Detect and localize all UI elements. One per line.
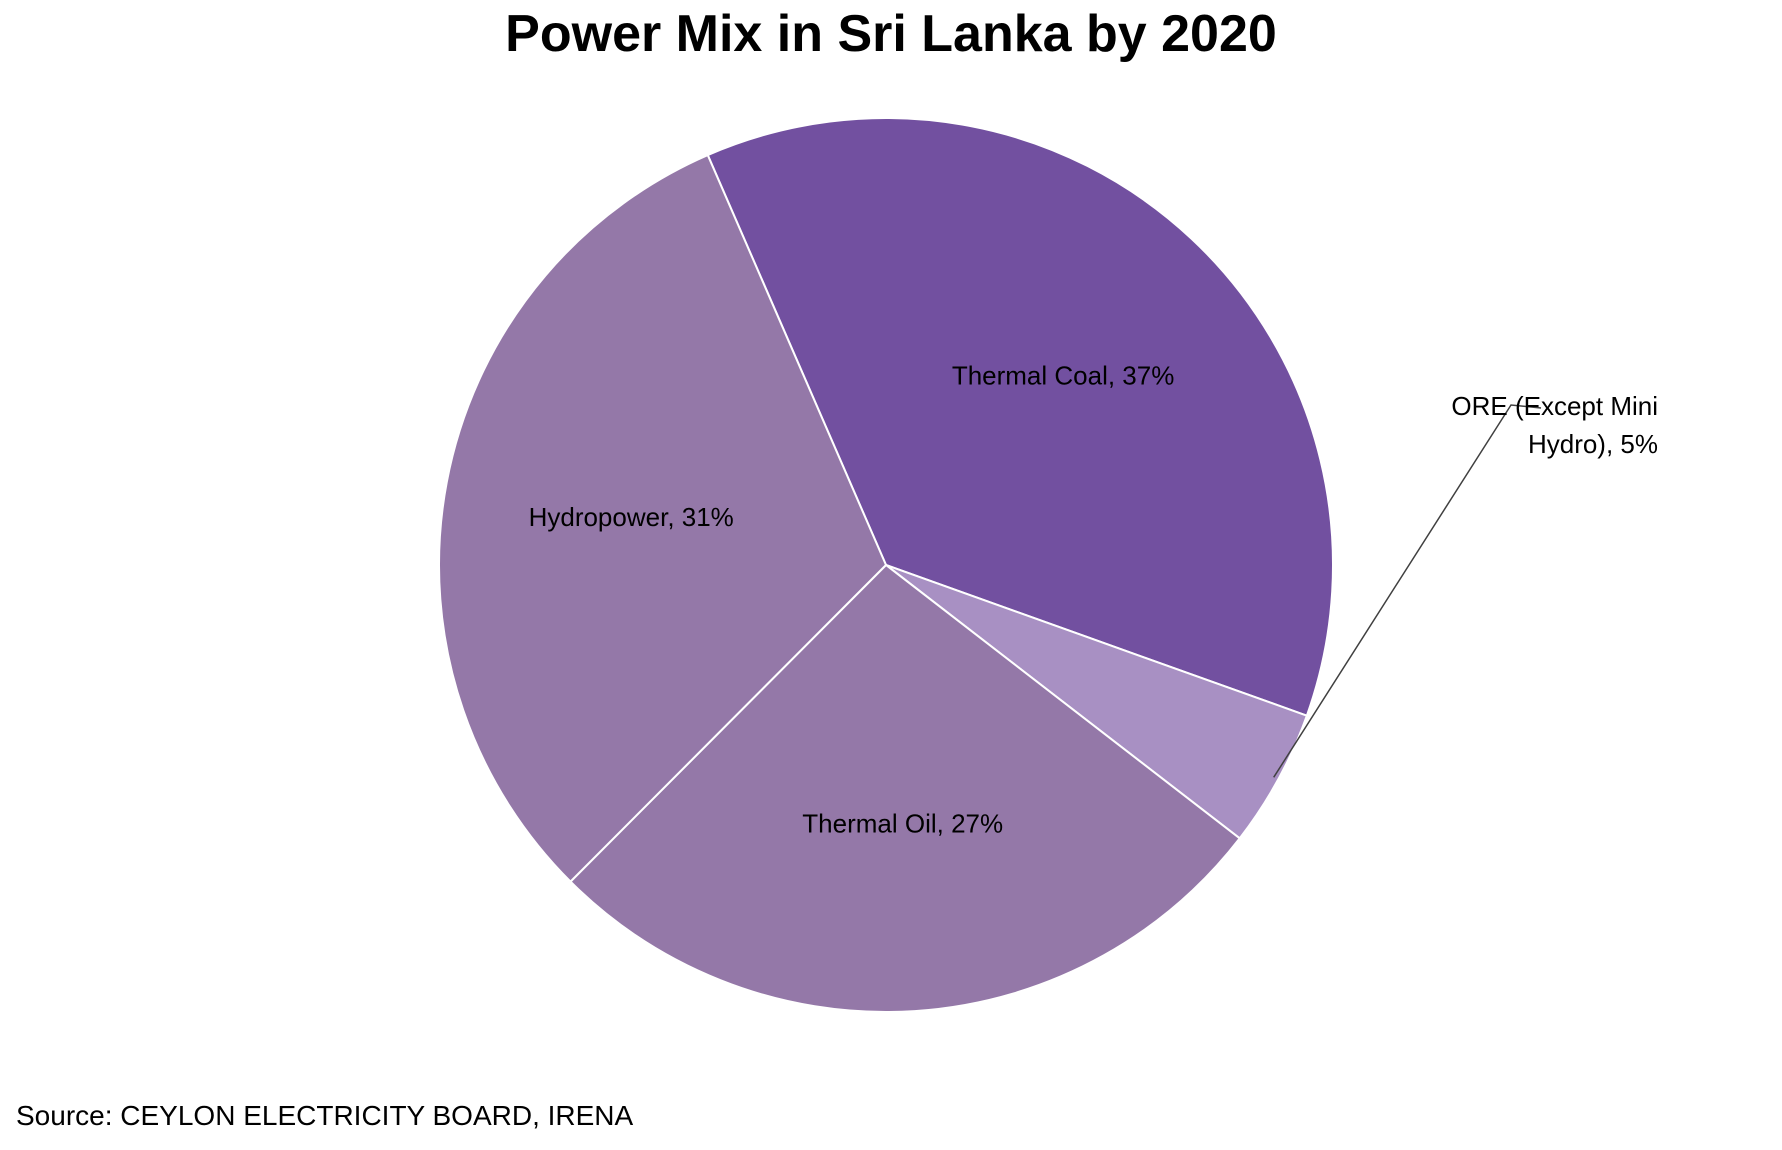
pie-slice-hydropower (438, 153, 888, 884)
data-label-thermal-coal: Thermal Coal, 37% (952, 361, 1175, 391)
data-label-thermal-oil: Thermal Oil, 27% (802, 809, 1003, 839)
chart-title: Power Mix in Sri Lanka by 2020 (505, 5, 1277, 63)
data-label-ore: ORE (Except Mini Hydro), 5% (1451, 391, 1658, 459)
source-note: Source: CEYLON ELECTRICITY BOARD, IRENA (16, 1100, 634, 1131)
pie-slice-thermal-coal (706, 117, 1334, 717)
leader-line (1273, 404, 1542, 778)
pie-slice-thermal-oil (569, 563, 1242, 1013)
data-label-hydropower: Hydropower, 31% (529, 502, 734, 532)
